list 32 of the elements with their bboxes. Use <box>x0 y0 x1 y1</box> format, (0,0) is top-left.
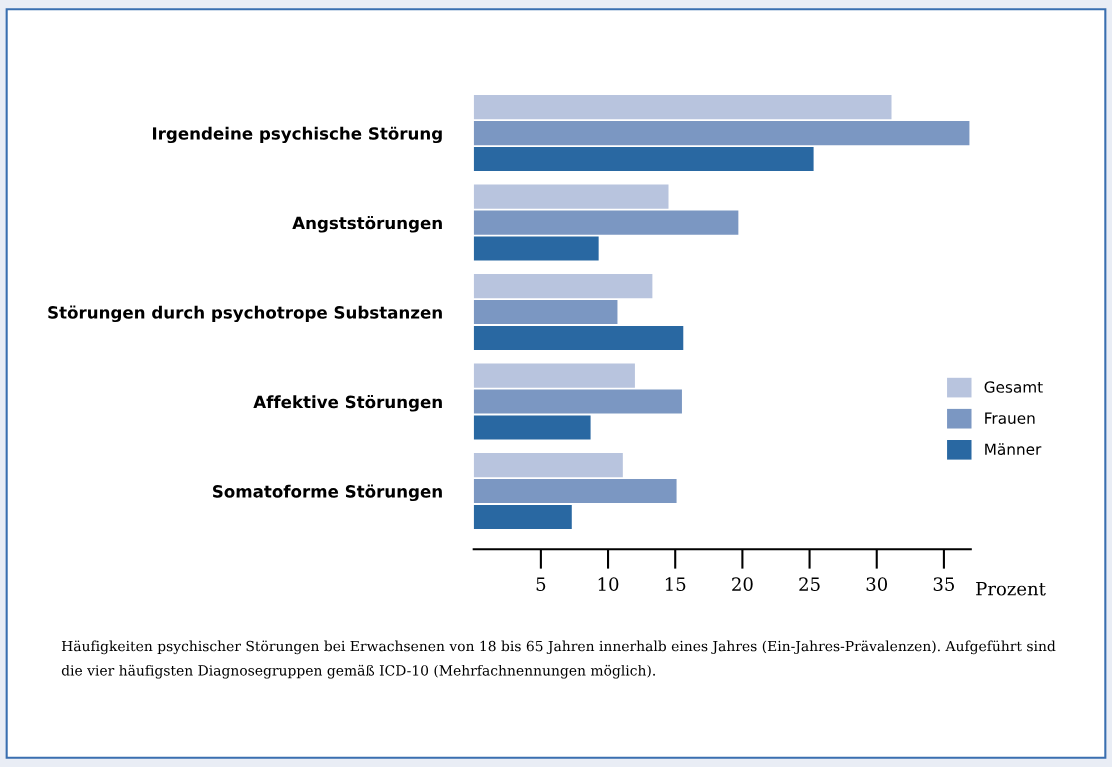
x-tick-label: 15 <box>665 577 686 591</box>
y-tick-label: Störungen durch psychotrope Substanzen <box>48 305 442 323</box>
y-tick-label: Irgendeine psychische Störung <box>153 126 442 144</box>
x-tick-label: 10 <box>598 577 619 591</box>
bar <box>473 210 739 235</box>
text: Häufigkeiten psychischer Störungen bei Erwachsenen von 18 bis 65 Jahren innerhalb eines Jahres (Ein-Jahres-Prävalenzen). Aufgeführt sind die vier häufigsten Diagnosegruppen gemäß ICD-10 (Mehrfachnennungen möglich). <box>61 640 1056 679</box>
y-tick-label: Affektive Störungen <box>253 395 442 412</box>
y-tick-label: Angststörungen <box>292 216 442 233</box>
x-tick-label: 35 <box>933 577 954 591</box>
x-tick-label: 30 <box>866 577 888 591</box>
bar <box>473 184 669 209</box>
bar <box>473 120 970 146</box>
bar <box>473 146 814 172</box>
bar <box>473 95 892 120</box>
x-tick-label: 5 <box>536 577 546 591</box>
bar <box>473 504 572 530</box>
legend-label: Männer <box>985 443 1042 456</box>
bar <box>473 236 599 261</box>
legend-label: Frauen <box>985 412 1035 424</box>
bar <box>473 325 684 351</box>
x-axis-title: Prozent <box>976 582 1046 596</box>
y-tick-label: Somatoforme Störungen <box>213 484 442 502</box>
bar <box>473 415 591 440</box>
bar <box>473 363 635 388</box>
bar <box>473 274 653 299</box>
x-tick-label: 20 <box>732 577 753 591</box>
bar <box>473 478 677 504</box>
x-tick-label: 25 <box>799 577 820 591</box>
bar <box>473 452 623 478</box>
bar <box>473 299 618 325</box>
legend-label: Gesamt <box>984 381 1043 393</box>
bar <box>473 389 682 414</box>
